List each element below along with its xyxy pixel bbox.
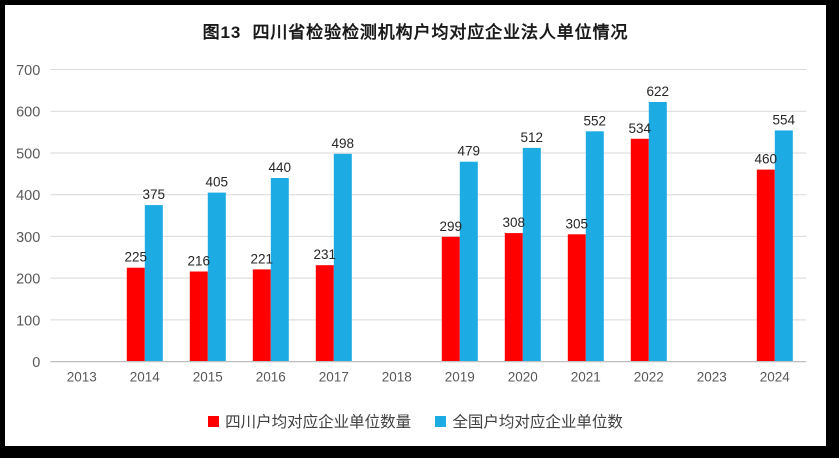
svg-text:622: 622: [647, 84, 670, 99]
svg-text:216: 216: [188, 254, 211, 269]
svg-text:534: 534: [629, 121, 652, 136]
svg-text:2016: 2016: [256, 370, 286, 385]
svg-text:2018: 2018: [382, 370, 412, 385]
svg-text:2022: 2022: [634, 370, 664, 385]
svg-text:600: 600: [16, 105, 40, 121]
svg-text:2015: 2015: [193, 370, 223, 385]
svg-text:231: 231: [314, 247, 337, 262]
svg-text:440: 440: [269, 160, 292, 175]
svg-text:2020: 2020: [508, 370, 538, 385]
svg-text:305: 305: [566, 216, 589, 231]
svg-text:2021: 2021: [571, 370, 601, 385]
svg-text:308: 308: [503, 215, 526, 230]
svg-text:221: 221: [251, 251, 274, 266]
svg-text:2017: 2017: [319, 370, 349, 385]
svg-text:2019: 2019: [445, 370, 475, 385]
svg-text:498: 498: [332, 136, 355, 151]
svg-text:500: 500: [16, 147, 40, 163]
svg-text:299: 299: [440, 219, 463, 234]
svg-text:512: 512: [521, 130, 544, 145]
svg-text:552: 552: [584, 113, 607, 128]
svg-text:2013: 2013: [67, 370, 97, 385]
svg-text:2014: 2014: [130, 370, 161, 385]
svg-text:225: 225: [125, 250, 148, 265]
svg-text:700: 700: [16, 63, 40, 79]
svg-text:405: 405: [206, 175, 229, 190]
svg-text:2023: 2023: [697, 370, 727, 385]
svg-text:100: 100: [16, 313, 40, 329]
svg-text:460: 460: [755, 152, 778, 167]
svg-text:400: 400: [16, 188, 40, 204]
svg-text:0: 0: [32, 355, 40, 371]
svg-text:375: 375: [143, 187, 166, 202]
svg-text:554: 554: [773, 112, 796, 127]
svg-text:2024: 2024: [760, 370, 791, 385]
svg-text:479: 479: [458, 144, 481, 159]
svg-text:200: 200: [16, 272, 40, 288]
svg-text:300: 300: [16, 230, 40, 246]
